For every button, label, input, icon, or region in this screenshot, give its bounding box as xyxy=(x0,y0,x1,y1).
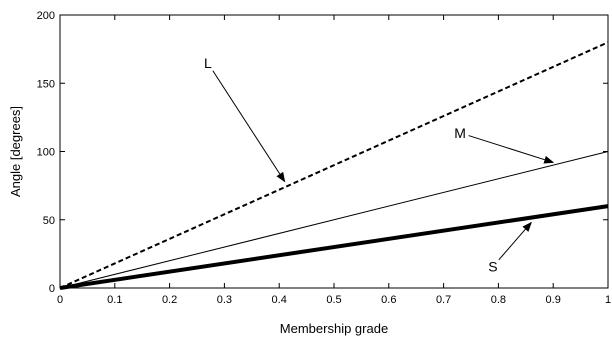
plot-area: 0 0.1 0.2 0.3 0.4 0.5 0.6 0.7 0.8 0.9 1 0 50 100 150 20… xyxy=(37,10,611,306)
y-tick-label: 50 xyxy=(43,215,55,227)
x-tick-label: 0.2 xyxy=(162,294,177,306)
x-tick-label: 1 xyxy=(605,294,611,306)
series-line-m xyxy=(59,151,609,289)
x-tick-label: 0.5 xyxy=(326,294,341,306)
x-tick-label: 0.8 xyxy=(491,294,506,306)
x-tick-label: 0.3 xyxy=(217,294,232,306)
annotation-label-l: L xyxy=(204,55,212,71)
annotation-label-m: M xyxy=(454,125,466,141)
annotation-arrow-m xyxy=(468,135,555,164)
y-tick-label: 0 xyxy=(49,283,55,295)
x-tick-label: 0 xyxy=(57,294,63,306)
x-tick-label: 0.4 xyxy=(272,294,287,306)
x-tick-label: 0.1 xyxy=(107,294,122,306)
annotation-label-s: S xyxy=(488,259,497,275)
x-axis-title: Membership grade xyxy=(280,321,388,336)
annotation-arrow-l xyxy=(212,70,286,183)
y-tick-label: 200 xyxy=(37,10,55,22)
y-tick-label: 150 xyxy=(37,78,55,90)
y-axis-title: Angle [degrees] xyxy=(8,106,23,197)
x-tick-label: 0.7 xyxy=(436,294,451,306)
x-tick-label: 0.6 xyxy=(381,294,396,306)
y-tick-label: 100 xyxy=(37,147,55,159)
annotation-arrow-s xyxy=(498,221,532,261)
series-line-s xyxy=(59,204,609,290)
series-line-l xyxy=(59,41,609,289)
x-tick-label: 0.9 xyxy=(546,294,561,306)
